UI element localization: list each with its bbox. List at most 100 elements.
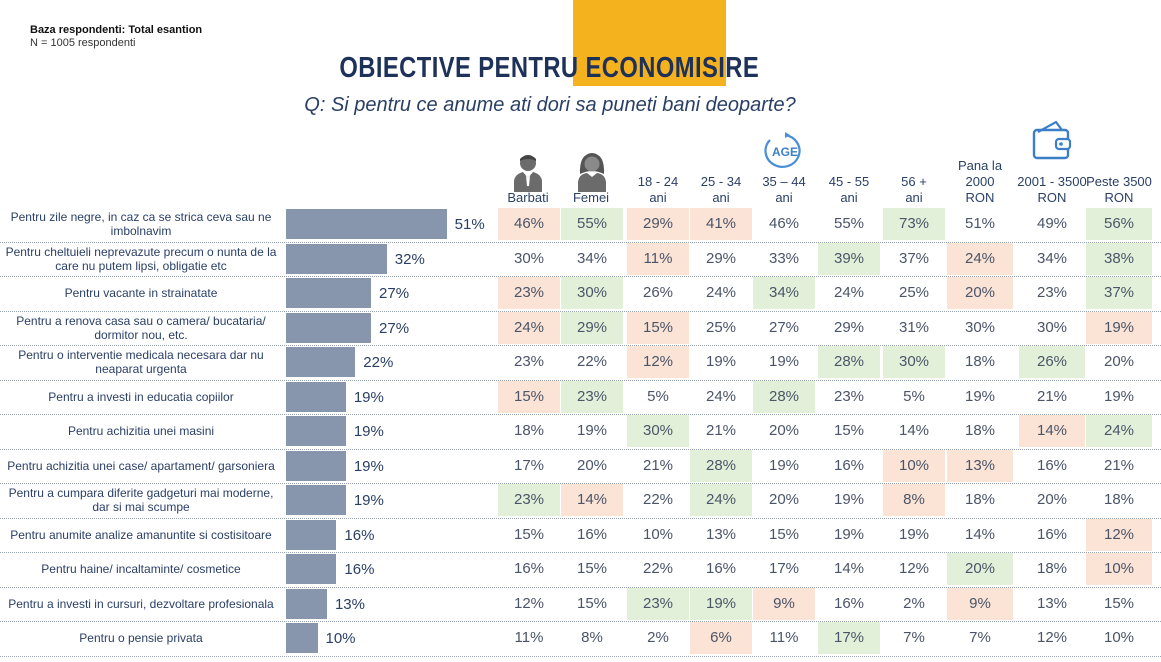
row-label: Pentru achizitia unei case/ apartament/ … xyxy=(7,458,275,473)
bar-value-label: 13% xyxy=(334,595,365,613)
table-cell: 19% xyxy=(964,387,996,405)
row-label: Pentru o pensie privata xyxy=(79,631,203,646)
table-cell: 22% xyxy=(642,560,674,577)
table-cell: 8% xyxy=(581,629,603,646)
table-cell: 6% xyxy=(690,622,752,654)
woman-icon xyxy=(578,153,606,192)
sample-base-note: Baza respondenti: Total esantion N = 100… xyxy=(30,24,202,50)
wallet-icon xyxy=(1032,120,1072,160)
table-cell: 15% xyxy=(513,525,545,543)
bar-value-label: 32% xyxy=(394,250,425,268)
bar xyxy=(286,450,346,481)
table-cell: 18% xyxy=(964,491,996,508)
table-cell: 21% xyxy=(642,456,674,474)
table-cell: 19% xyxy=(833,525,865,543)
title-highlight-box xyxy=(573,0,726,86)
table-cell: 28% xyxy=(690,449,752,482)
row-label: Pentru cheltuieli neprevazute precum o n… xyxy=(5,244,277,273)
row-label: Pentru a investi in educatia copiilor xyxy=(48,389,234,404)
table-cell: 17% xyxy=(513,456,545,474)
table-cell: 15% xyxy=(627,311,689,344)
table-cell: 30% xyxy=(883,346,945,378)
table-cell: 18% xyxy=(1103,491,1135,508)
table-cell: 55% xyxy=(561,208,623,240)
row-divider xyxy=(0,241,1161,243)
table-cell: 23% xyxy=(561,380,623,413)
table-cell: 23% xyxy=(498,277,560,309)
bar-value-label: 19% xyxy=(353,492,384,509)
age-icon: AGE xyxy=(764,132,801,168)
table-cell: 20% xyxy=(947,553,1013,585)
table-cell: 21% xyxy=(1103,456,1135,474)
row-divider xyxy=(0,448,1161,450)
table-cell: 24% xyxy=(690,484,752,516)
table-cell: 2% xyxy=(647,629,669,646)
table-cell: 15% xyxy=(833,422,865,439)
table-cell: 20% xyxy=(768,491,800,508)
bar xyxy=(286,278,372,308)
table-cell: 20% xyxy=(768,422,800,439)
table-cell: 19% xyxy=(768,456,800,474)
table-cell: 13% xyxy=(705,525,737,543)
table-cell: 37% xyxy=(1086,277,1152,309)
row-divider xyxy=(0,586,1161,588)
table-cell: 16% xyxy=(833,594,865,612)
table-cell: 10% xyxy=(1086,553,1152,585)
table-cell: 20% xyxy=(947,277,1013,309)
table-cell: 19% xyxy=(576,422,608,439)
table-cell: 19% xyxy=(705,353,737,370)
row-divider xyxy=(0,517,1161,519)
table-cell: 25% xyxy=(898,284,930,301)
table-cell: 17% xyxy=(768,560,800,577)
row-divider xyxy=(0,345,1161,346)
table-cell: 27% xyxy=(768,318,800,336)
table-cell: 46% xyxy=(768,215,800,232)
row-label: Pentru a cumpara diferite gadgeturi mai … xyxy=(8,486,274,515)
bar-value-label: 22% xyxy=(363,354,394,371)
table-cell: 41% xyxy=(690,208,752,240)
table-cell: 51% xyxy=(964,215,996,232)
table-cell: 12% xyxy=(513,594,545,612)
table-cell: 11% xyxy=(514,629,544,646)
bar xyxy=(286,588,327,619)
table-cell: 18% xyxy=(513,422,545,439)
column-header: 2001 - 3500 RON xyxy=(1017,174,1087,205)
table-cell: 28% xyxy=(818,346,880,378)
bar xyxy=(286,243,387,274)
table-cell: 17% xyxy=(818,622,880,654)
table-cell: 11% xyxy=(627,242,689,275)
table-cell: 30% xyxy=(561,277,623,309)
row-divider xyxy=(0,655,1161,657)
row-divider xyxy=(0,483,1161,484)
sample-base-label: Baza respondenti: Total esantion xyxy=(30,24,203,36)
table-cell: 29% xyxy=(627,208,689,240)
column-header: Pana la 2000 RON xyxy=(957,158,1003,205)
row-divider xyxy=(0,310,1161,312)
table-cell: 24% xyxy=(498,311,560,344)
table-cell: 14% xyxy=(1019,415,1085,447)
table-cell: 16% xyxy=(1036,525,1068,543)
table-cell: 29% xyxy=(833,318,865,336)
table-cell: 19% xyxy=(898,525,930,543)
column-header: Peste 3500 RON xyxy=(1086,174,1152,205)
bar xyxy=(286,623,318,653)
table-cell: 19% xyxy=(833,491,865,508)
table-cell: 24% xyxy=(947,242,1013,275)
age-icon-text: AGE xyxy=(772,145,798,159)
table-cell: 14% xyxy=(561,484,623,516)
bar xyxy=(286,347,356,377)
table-cell: 15% xyxy=(768,525,800,543)
table-cell: 15% xyxy=(576,560,608,577)
row-label: Pentru achizitia unei masini xyxy=(67,424,215,439)
table-cell: 12% xyxy=(898,560,930,577)
bar-value-label: 19% xyxy=(353,423,384,440)
row-label: Pentru anumite analize amanuntite si cos… xyxy=(10,527,272,542)
bar-value-label: 27% xyxy=(379,285,410,302)
table-cell: 19% xyxy=(690,587,752,620)
table-cell: 23% xyxy=(627,587,689,620)
table-cell: 30% xyxy=(964,318,996,336)
table-cell: 14% xyxy=(898,422,930,439)
bar-value-label: 51% xyxy=(454,216,485,233)
bar-value-label: 19% xyxy=(353,388,384,406)
question-subtitle: Q: Si pentru ce anume ati dori sa puneti… xyxy=(304,94,796,116)
